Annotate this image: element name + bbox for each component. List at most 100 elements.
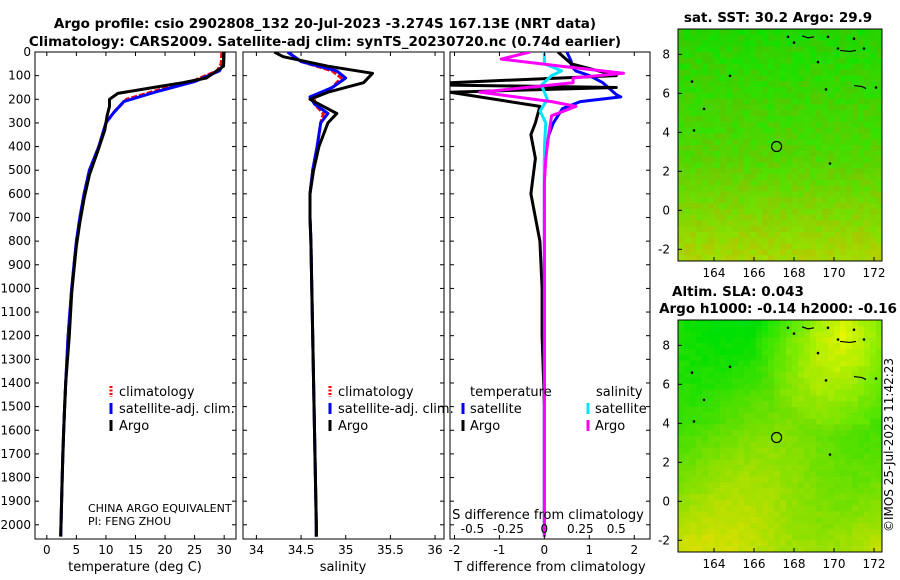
sla-cell (876, 378, 882, 385)
sst-cell (702, 92, 709, 100)
sst-cell (870, 104, 877, 111)
sst-cell (708, 179, 715, 187)
sla-cell (768, 372, 775, 379)
sst-cell (870, 116, 877, 123)
diff-xtick-label: 2 (630, 543, 638, 557)
sla-cell (720, 343, 727, 350)
sst-cell (696, 58, 703, 65)
sla-cell (792, 424, 799, 431)
sst-cell (780, 185, 787, 192)
sla-cell (792, 407, 799, 414)
sst-cell (876, 116, 882, 123)
sst-cell (780, 203, 787, 210)
sst-cell (714, 139, 721, 146)
sla-cell (786, 360, 793, 367)
sst-cell (828, 179, 835, 187)
sla-cell (858, 418, 865, 425)
sst-cell (786, 40, 793, 47)
sla-cell (846, 331, 853, 338)
sst-cell (828, 150, 835, 158)
sla-cell (756, 320, 763, 327)
sst-ytick-label: 6 (662, 86, 670, 100)
sla-cell (822, 424, 829, 431)
sla-cell (750, 412, 757, 420)
sla-cell (690, 511, 697, 518)
sst-cell (876, 255, 882, 261)
sst-cell (756, 156, 763, 163)
sla-cell (816, 482, 823, 489)
sla-cell (684, 430, 691, 437)
sla-cell (828, 459, 835, 466)
sst-cell (792, 179, 799, 187)
sst-cell (876, 34, 882, 42)
sst-cell (792, 232, 799, 239)
sst-cell (762, 237, 769, 245)
sst-cell (732, 249, 739, 256)
sla-cell (750, 482, 757, 489)
sst-cell (840, 40, 847, 47)
sla-cell (858, 378, 865, 385)
sst-cell (834, 203, 841, 210)
sst-cell (792, 52, 799, 59)
sst-cell (828, 40, 835, 47)
sst-cell (840, 203, 847, 210)
sst-cell (768, 81, 775, 88)
sla-cell (768, 337, 775, 344)
sst-cell (840, 232, 847, 239)
sst-cell (810, 156, 817, 163)
sst-cell (834, 232, 841, 239)
sst-cell (870, 58, 877, 65)
sla-cell (870, 360, 877, 367)
sst-cell (750, 63, 757, 71)
sla-cell (792, 383, 799, 391)
sst-cell (744, 98, 751, 105)
sst-cell (678, 58, 685, 65)
sst-cell (876, 75, 882, 82)
sla-cell (726, 343, 733, 350)
sst-cell (678, 191, 685, 198)
sla-cell (738, 372, 745, 379)
sst-cell (834, 98, 841, 105)
sst-cell (828, 255, 835, 261)
sla-cell (792, 470, 799, 478)
sla-cell (750, 499, 757, 507)
sst-cell (852, 162, 859, 169)
imos-credit: ©IMOS 25-Jul-2023 11:42:23 (882, 358, 896, 532)
legend3-s-argo: Argo (595, 419, 625, 434)
sla-cell (750, 523, 757, 530)
sla-cell (738, 349, 745, 356)
sla-cell (876, 523, 882, 530)
sst-cell (726, 243, 733, 250)
sla-cell (708, 401, 715, 408)
sla-cell (870, 453, 877, 460)
sla-cell (750, 546, 757, 552)
sst-cell (834, 197, 841, 204)
sst-cell (840, 92, 847, 100)
sst-cell (858, 145, 865, 152)
sst-cell (738, 75, 745, 82)
sla-cell (828, 407, 835, 414)
sla-cell (846, 320, 853, 327)
sst-ytick-label: 0 (662, 203, 670, 217)
sla-cell (816, 354, 823, 362)
sla-cell (678, 343, 685, 350)
sst-cell (858, 58, 865, 65)
sla-cell (690, 383, 697, 391)
sst-cell (756, 46, 763, 53)
sla-cell (822, 325, 829, 333)
sst-cell (810, 179, 817, 187)
sla-cell (732, 320, 739, 327)
sst-cell (852, 191, 859, 198)
sla-cell (768, 494, 775, 501)
sla-cell (726, 366, 733, 373)
sst-cell (870, 168, 877, 175)
sla-cell (732, 523, 739, 530)
sst-cell (834, 92, 841, 100)
sst-cell (804, 58, 811, 65)
sst-cell (726, 127, 733, 134)
sla-cell (834, 517, 841, 524)
sla-cell (726, 354, 733, 362)
sla-cell (720, 325, 727, 333)
sla-cell (858, 499, 865, 507)
sst-cell (732, 145, 739, 152)
